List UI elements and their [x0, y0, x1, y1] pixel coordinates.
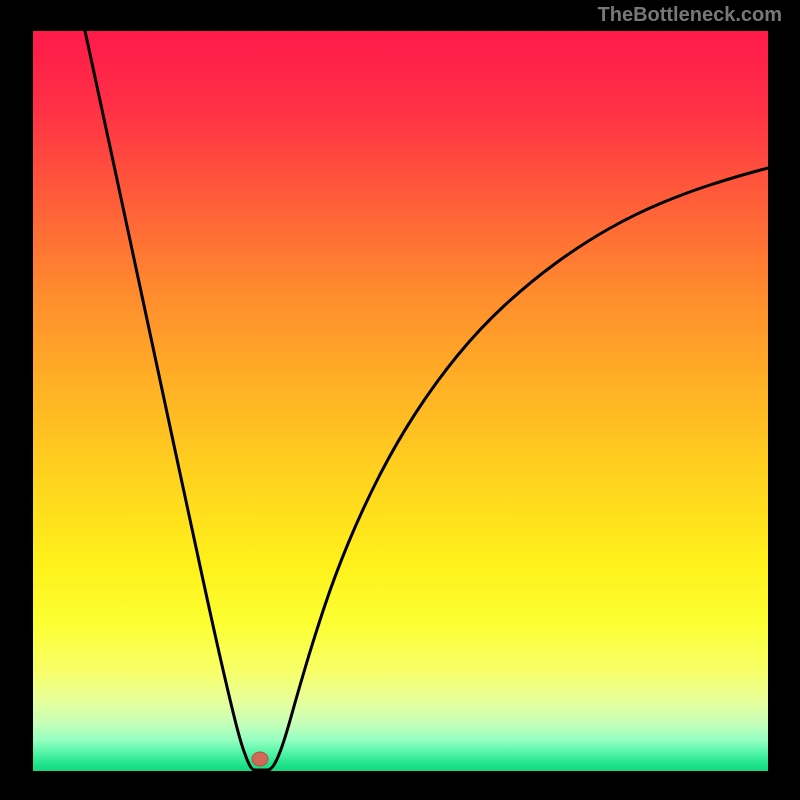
optimal-point-marker — [252, 752, 268, 766]
bottleneck-chart — [0, 0, 800, 800]
chart-container: TheBottleneck.com — [0, 0, 800, 800]
chart-background — [33, 31, 768, 771]
